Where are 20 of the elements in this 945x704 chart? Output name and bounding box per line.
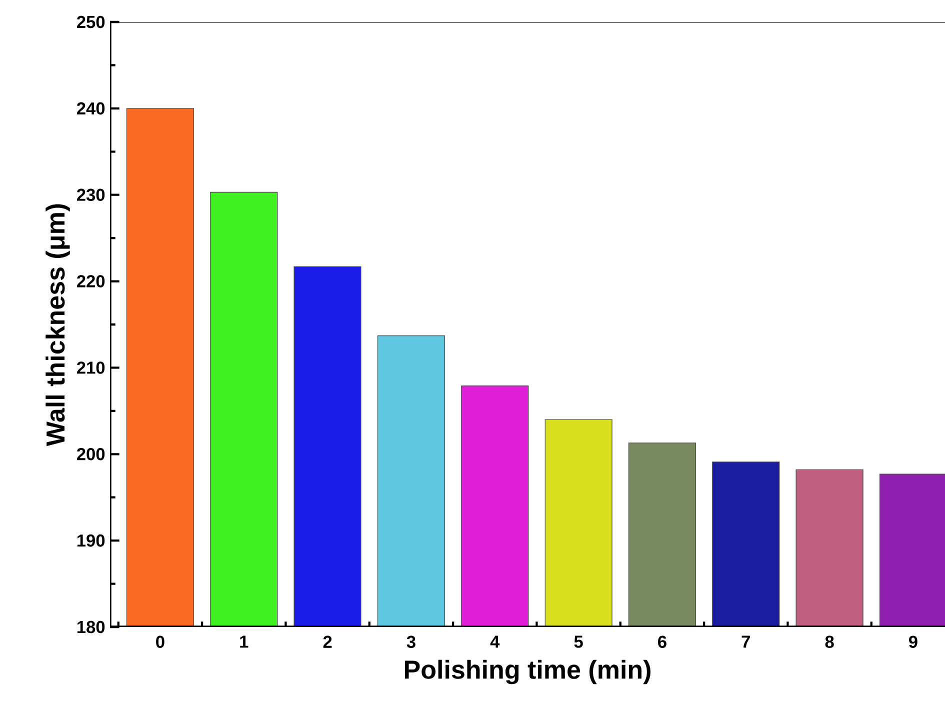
y-tick-label: 220 (76, 275, 105, 288)
x-tick-label: 4 (490, 636, 500, 648)
x-tick-label: 1 (240, 636, 248, 648)
y-axis-title: Wall thickness (μm) (46, 204, 70, 446)
y-tick-label: 230 (76, 188, 105, 201)
x-tick-label: 8 (825, 636, 834, 648)
x-tick-label: 3 (406, 636, 416, 648)
x-tick-label: 7 (742, 636, 750, 648)
y-tick-label: 200 (76, 448, 105, 460)
x-tick-label: 9 (909, 636, 918, 648)
x-tick-label: 5 (574, 636, 583, 648)
x-tick-label: 6 (658, 636, 666, 648)
y-tick-label: 180 (77, 620, 105, 634)
y-tick-label: 240 (76, 102, 105, 115)
x-tick-label: 0 (156, 636, 164, 648)
y-tick-label: 250 (76, 16, 105, 28)
x-axis-title: Polishing time (min) (405, 660, 650, 684)
x-tick-label: 2 (323, 636, 332, 648)
y-tick-label: 210 (76, 362, 105, 374)
y-tick-label: 190 (77, 534, 105, 547)
